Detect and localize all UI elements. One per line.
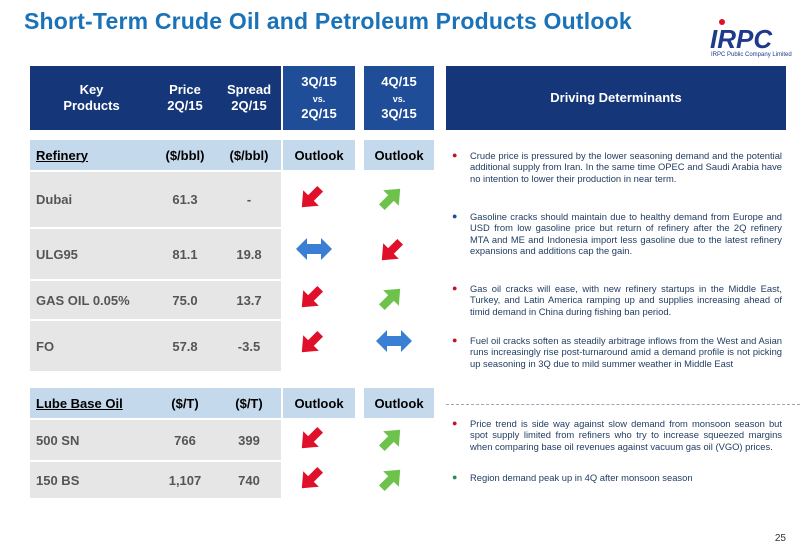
product-name: 500 SN: [36, 432, 80, 448]
list-item: ● Crude price is pressured by the lower s…: [452, 150, 782, 184]
down-arrow-icon: [296, 424, 326, 459]
price-value: 766: [174, 432, 196, 448]
down-arrow-icon: [296, 464, 326, 499]
table-row: 500 SN 766 399: [30, 420, 281, 462]
spread-value: 399: [238, 432, 260, 448]
price-value: 61.3: [172, 192, 198, 207]
refinery-outlook-3q: Outlook: [283, 140, 355, 170]
spread-value: -3.5: [237, 338, 261, 354]
section-lube-base-oil: Lube Base Oil: [30, 388, 153, 418]
list-item: ● Price trend is side way against slow de…: [452, 418, 782, 452]
up-arrow-icon: [376, 424, 406, 459]
irpc-logo: IRPC: [710, 19, 773, 54]
table-row: GAS OIL 0.05% 75.0 13.7: [30, 281, 281, 321]
bullet-icon: ●: [452, 335, 458, 345]
bullet-icon: ●: [452, 472, 458, 482]
list-item: ● Fuel oil cracks soften as steadily arbi…: [452, 335, 782, 369]
price-value: 57.8: [172, 338, 198, 354]
header-spread: Spread 2Q/15: [217, 66, 281, 130]
header-key-products: Key Products: [30, 66, 153, 130]
table-row: FO 57.8 -3.5: [30, 321, 281, 373]
section-refinery: Refinery: [30, 140, 153, 170]
up-arrow-icon: [376, 464, 406, 499]
lube-price-unit: ($/T): [153, 388, 217, 418]
spread-value: -: [246, 192, 252, 207]
section-divider: [446, 404, 800, 405]
refinery-outlook-4q: Outlook: [364, 140, 434, 170]
spread-value: 13.7: [236, 292, 262, 308]
bullet-icon: ●: [452, 211, 458, 221]
up-arrow-icon: [376, 283, 406, 318]
product-name: FO: [36, 338, 55, 354]
product-name: 150 BS: [36, 472, 80, 488]
list-item: ● Gas oil cracks will ease, with new refi…: [452, 283, 782, 317]
flat-arrow-icon: [296, 236, 332, 267]
down-arrow-icon: [296, 283, 326, 318]
lube-spread-unit: ($/T): [217, 388, 281, 418]
header-price: Price 2Q/15: [153, 66, 217, 130]
price-value: 81.1: [172, 246, 198, 262]
svg-text:IRPC: IRPC: [710, 24, 773, 54]
table-row: ULG95 81.1 19.8: [30, 229, 281, 281]
down-arrow-icon: [296, 183, 326, 218]
list-item: ● Region demand peak up in 4Q after monso…: [452, 472, 693, 483]
page-number: 25: [774, 533, 786, 544]
logo-tagline: IRPC Public Company Limited: [711, 52, 792, 58]
header-3q15: 3Q/15 vs. 2Q/15: [283, 66, 355, 130]
down-arrow-icon: [296, 328, 326, 363]
spread-value: 740: [238, 472, 260, 488]
price-value: 75.0: [172, 292, 198, 308]
flat-arrow-icon: [376, 328, 412, 359]
up-arrow-icon: [376, 183, 406, 218]
bullet-icon: ●: [452, 283, 458, 293]
page-title: Short-Term Crude Oil and Petroleum Produ…: [24, 8, 632, 34]
header-4q15: 4Q/15 vs. 3Q/15: [364, 66, 434, 130]
spread-value: 19.8: [236, 246, 262, 262]
bullet-icon: ●: [452, 418, 458, 428]
product-name: Dubai: [36, 192, 73, 207]
refinery-price-unit: ($/bbl): [153, 140, 217, 170]
lube-outlook-4q: Outlook: [364, 388, 434, 418]
table-row: Dubai 61.3 -: [30, 172, 281, 229]
price-value: 1,107: [168, 472, 202, 488]
product-name: GAS OIL 0.05%: [36, 292, 130, 308]
lube-outlook-3q: Outlook: [283, 388, 355, 418]
table-row: 150 BS 1,107 740: [30, 462, 281, 500]
list-item: ● Gasoline cracks should maintain due to …: [452, 211, 782, 256]
header-driving-determinants: Driving Determinants: [446, 66, 786, 130]
down-arrow-icon: [376, 236, 406, 271]
product-name: ULG95: [36, 246, 78, 262]
refinery-spread-unit: ($/bbl): [217, 140, 281, 170]
bullet-icon: ●: [452, 150, 458, 160]
